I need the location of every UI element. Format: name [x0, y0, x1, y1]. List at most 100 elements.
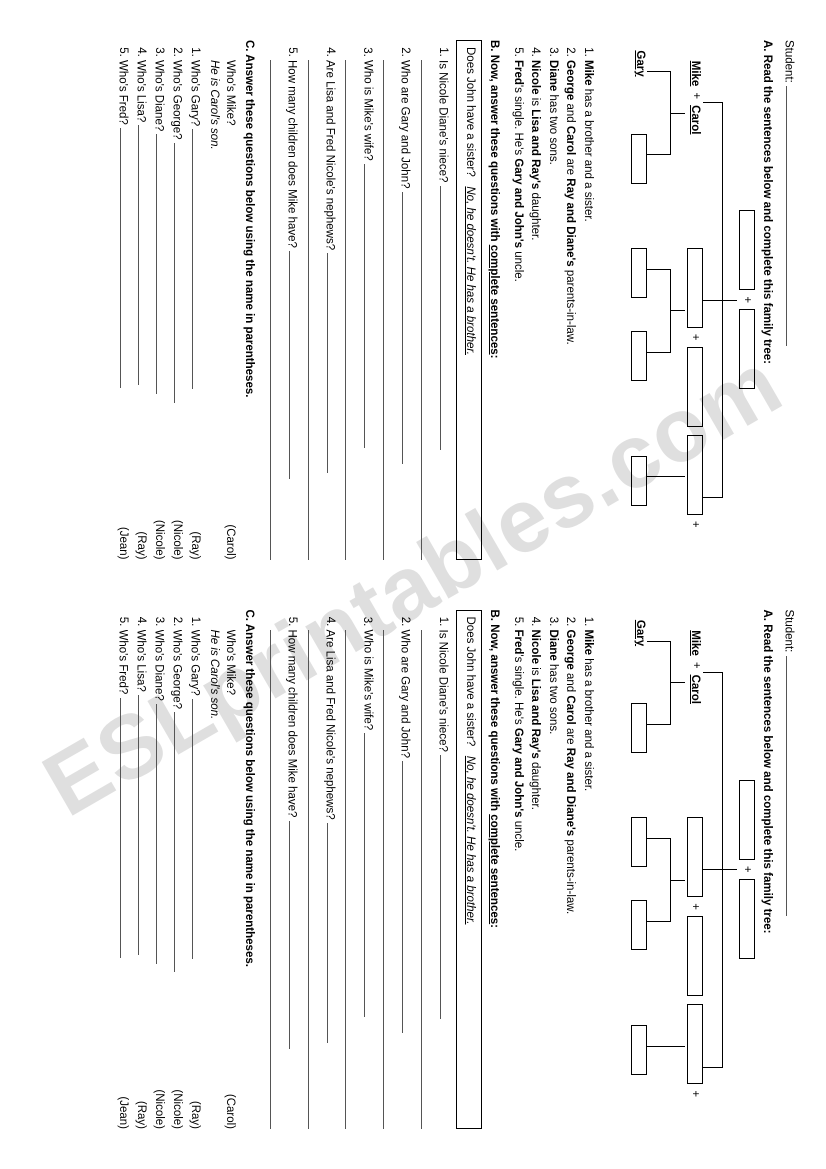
- sentence-1: Mike has a brother and a sister.: [579, 630, 595, 1130]
- c-answer-blank[interactable]: [120, 128, 130, 388]
- clue-sentences: Mike has a brother and a sister.George a…: [509, 40, 595, 560]
- tree-mike: Mike: [689, 630, 701, 656]
- answer-blank-line[interactable]: [308, 630, 318, 1130]
- c-question-2: Who's George? (Nicole): [168, 630, 184, 1130]
- answer-blank[interactable]: [364, 733, 374, 1017]
- answer-blank[interactable]: [440, 186, 450, 450]
- c-paren: (Nicole): [151, 1089, 167, 1129]
- c-answer-blank[interactable]: [192, 699, 202, 959]
- sentence-1: Mike has a brother and a sister.: [579, 60, 595, 560]
- page: Student: A. Read the sentences below and…: [0, 0, 826, 1169]
- c-answer-blank[interactable]: [120, 698, 130, 958]
- c-example-paren: (Carol): [221, 1094, 237, 1129]
- b-question-3: Who is Mike's wife?: [340, 630, 375, 1130]
- c-question-text: Who's Diane?: [153, 630, 165, 701]
- student-blank[interactable]: [786, 656, 796, 916]
- answer-blank[interactable]: [289, 251, 299, 479]
- c-answer-blank[interactable]: [156, 704, 166, 964]
- tree-mike: Mike: [689, 61, 701, 87]
- tree-carol: Carol: [689, 105, 701, 134]
- c-answer-blank[interactable]: [156, 134, 166, 394]
- c-paren: (Ray): [186, 531, 202, 559]
- c-question-text: Who's Fred?: [117, 630, 129, 695]
- c-question-1: Who's Gary? (Ray): [186, 630, 202, 1130]
- student-line: Student:: [780, 610, 796, 1130]
- b-question-2: Who are Gary and John?: [378, 630, 413, 1130]
- c-question-5: Who's Fred? (Jean): [115, 60, 131, 560]
- example-answer: No, he doesn't. He has a brother.: [464, 186, 476, 355]
- c-paren: (Nicole): [169, 1089, 185, 1129]
- c-answer-blank[interactable]: [138, 695, 148, 955]
- student-blank[interactable]: [786, 86, 796, 346]
- answer-blank-line[interactable]: [345, 60, 355, 560]
- c-answer-blank[interactable]: [138, 125, 148, 385]
- c-question-text: Who's Lisa?: [135, 630, 147, 692]
- example-box: Does John have a sister? No, he doesn't.…: [456, 610, 482, 1130]
- tree-gary: Gary: [634, 50, 646, 76]
- c-answer-blank[interactable]: [174, 712, 184, 972]
- c-question-4: Who's Lisa? (Ray): [132, 630, 148, 1130]
- section-b-questions: Is Nicole Diane's niece? Who are Gary an…: [264, 40, 450, 560]
- answer-blank[interactable]: [402, 761, 412, 1033]
- tree-gary: Gary: [634, 620, 646, 646]
- sentence-2: George and Carol are Ray and Diane's par…: [562, 630, 578, 1130]
- example-box: Does John have a sister? No, he doesn't.…: [456, 40, 482, 560]
- c-question-text: Who's Gary?: [189, 60, 201, 126]
- answer-blank[interactable]: [402, 192, 412, 464]
- c-question-text: Who's Diane?: [153, 60, 165, 131]
- b-question-3: Who is Mike's wife?: [340, 60, 375, 560]
- student-label: Student:: [783, 40, 795, 83]
- answer-blank[interactable]: [327, 823, 337, 1043]
- worksheet-right: Student: A. Read the sentences below and…: [30, 610, 796, 1130]
- c-answer-blank[interactable]: [192, 129, 202, 389]
- c-paren: (Nicole): [169, 520, 185, 560]
- c-question-text: Who's George?: [171, 60, 183, 140]
- c-question-text: Who's Lisa?: [135, 60, 147, 122]
- answer-blank-line[interactable]: [270, 60, 280, 560]
- section-a-heading: A. Read the sentences below and complete…: [759, 610, 775, 1130]
- c-paren: (Nicole): [151, 520, 167, 560]
- answer-blank-line[interactable]: [421, 630, 431, 1130]
- c-question-3: Who's Diane? (Nicole): [150, 60, 166, 560]
- section-b-questions: Is Nicole Diane's niece? Who are Gary an…: [264, 610, 450, 1130]
- section-c-heading: C. Answer these questions below using th…: [241, 610, 257, 1130]
- sentence-3: Diane has two sons.: [544, 60, 560, 560]
- c-paren: (Ray): [133, 1101, 149, 1129]
- b-question-2: Who are Gary and John?: [378, 60, 413, 560]
- tree-carol: Carol: [689, 675, 701, 704]
- worksheet-left: Student: A. Read the sentences below and…: [30, 40, 796, 560]
- answer-blank-line[interactable]: [345, 630, 355, 1130]
- c-question-text: Who's Gary?: [189, 630, 201, 696]
- example-question: Does John have a sister?: [464, 47, 476, 177]
- c-question-1: Who's Gary? (Ray): [186, 60, 202, 560]
- answer-blank-line[interactable]: [308, 60, 318, 560]
- answer-blank-line[interactable]: [270, 630, 280, 1130]
- c-question-3: Who's Diane? (Nicole): [150, 630, 166, 1130]
- c-example-question: Who's Mike?: [224, 630, 236, 695]
- answer-blank-line[interactable]: [421, 60, 431, 560]
- c-question-2: Who's George? (Nicole): [168, 60, 184, 560]
- answer-blank-line[interactable]: [383, 60, 393, 560]
- b-question-4: Are Lisa and Fred Nicole's nephews?: [302, 630, 337, 1130]
- section-c-example: Who's Mike?(Carol)He is Carol's son.: [206, 60, 237, 560]
- section-b-heading: B. Now, answer these questions with comp…: [486, 610, 502, 1130]
- answer-blank[interactable]: [440, 755, 450, 1019]
- sentence-4: Nicole is Lisa and Ray's daughter.: [527, 60, 543, 560]
- student-label: Student:: [783, 610, 795, 653]
- section-c-questions: Who's Gary? (Ray)Who's George? (Nicole)W…: [115, 40, 202, 560]
- student-line: Student:: [780, 40, 796, 560]
- sentence-3: Diane has two sons.: [544, 630, 560, 1130]
- c-answer-blank[interactable]: [174, 143, 184, 403]
- answer-blank-line[interactable]: [383, 630, 393, 1130]
- c-example-paren: (Carol): [221, 524, 237, 559]
- sentence-5: Fred's single. He's Gary and John's uncl…: [509, 630, 525, 1130]
- c-question-5: Who's Fred? (Jean): [115, 630, 131, 1130]
- answer-blank[interactable]: [327, 253, 337, 473]
- sentence-4: Nicole is Lisa and Ray's daughter.: [527, 630, 543, 1130]
- section-c-questions: Who's Gary? (Ray)Who's George? (Nicole)W…: [115, 610, 202, 1130]
- c-paren: (Ray): [133, 531, 149, 559]
- answer-blank[interactable]: [289, 821, 299, 1049]
- c-example-answer: He is Carol's son.: [206, 60, 222, 560]
- answer-blank[interactable]: [364, 164, 374, 448]
- b-question-5: How many children does Mike have?: [264, 630, 299, 1130]
